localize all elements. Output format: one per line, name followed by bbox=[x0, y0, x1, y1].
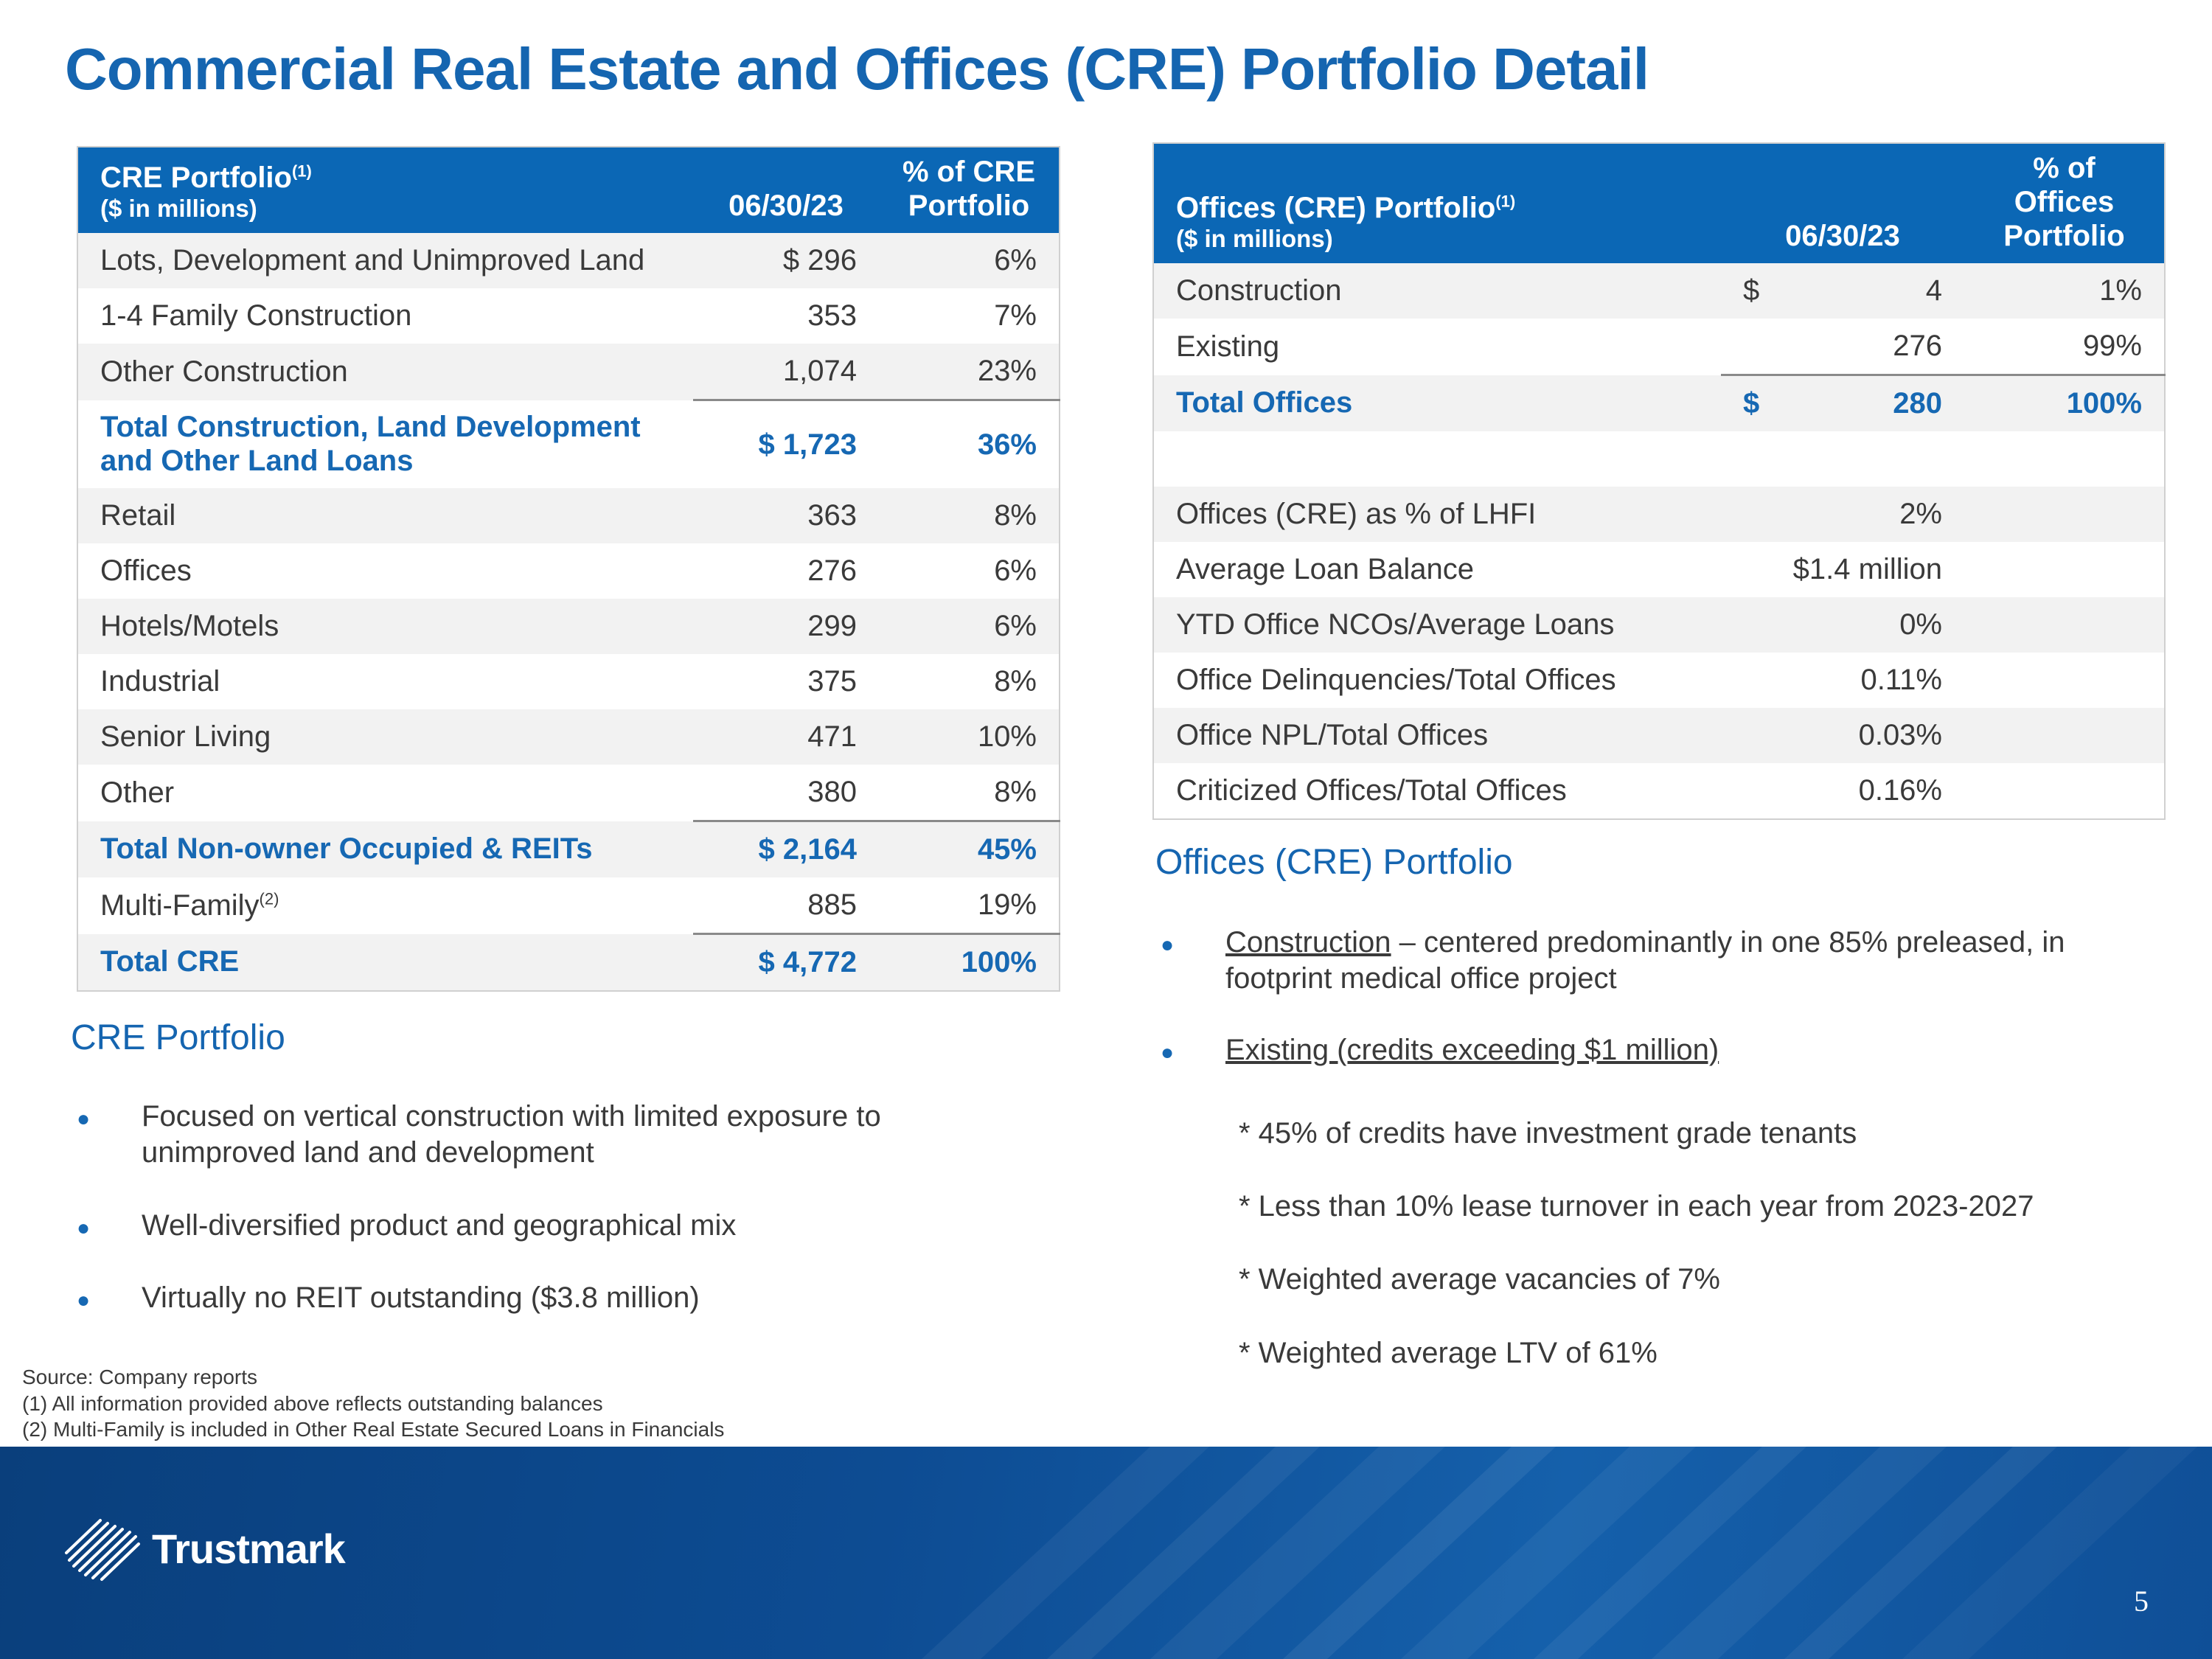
offices-header-date: 06/30/23 bbox=[1721, 143, 1964, 263]
table-row-total: Total CRE $ 4,772 100% bbox=[77, 933, 1060, 991]
list-item: ● Existing (credits exceeding $1 million) bbox=[1161, 1033, 1719, 1066]
page-number: 5 bbox=[2134, 1585, 2149, 1618]
cre-header-portfolio: CRE Portfolio(1) ($ in millions) bbox=[77, 147, 693, 233]
table-row: Lots, Development and Unimproved Land $ … bbox=[77, 233, 1060, 288]
table-row: Average Loan Balance $1.4 million bbox=[1153, 542, 2165, 597]
page-title: Commercial Real Estate and Offices (CRE)… bbox=[65, 36, 1649, 102]
offices-portfolio-heading: Offices (CRE) Portfolio bbox=[1155, 843, 1513, 882]
table-row: Office Delinquencies/Total Offices 0.11% bbox=[1153, 653, 2165, 708]
table-row-total: Total Offices $280 100% bbox=[1153, 374, 2165, 431]
footer-band: Trustmark bbox=[0, 1447, 2212, 1659]
table-row: Hotels/Motels 299 6% bbox=[77, 599, 1060, 654]
table-row: Industrial 375 8% bbox=[77, 654, 1060, 709]
table-row: Other 380 8% bbox=[77, 765, 1060, 821]
cre-header-date: 06/30/23 bbox=[693, 147, 879, 233]
table-row: Retail 363 8% bbox=[77, 488, 1060, 543]
offices-header-pct: % of Offices Portfolio bbox=[1964, 143, 2165, 263]
cre-portfolio-bullets: ● Focused on vertical construction with l… bbox=[77, 1099, 990, 1316]
offices-portfolio-table: Offices (CRE) Portfolio(1) ($ in million… bbox=[1152, 142, 2166, 820]
table-row: Criticized Offices/Total Offices 0.16% bbox=[1153, 763, 2165, 819]
brand-name: Trustmark bbox=[152, 1525, 346, 1572]
footnote-2: (2) Multi-Family is included in Other Re… bbox=[22, 1418, 725, 1441]
table-row: 1-4 Family Construction 353 7% bbox=[77, 288, 1060, 344]
sub-point: * 45% of credits have investment grade t… bbox=[1239, 1117, 1857, 1150]
list-item: ● Well-diversified product and geographic… bbox=[77, 1208, 737, 1242]
decorative-stripes bbox=[922, 1447, 2197, 1659]
cre-header-pct: % of CRE Portfolio bbox=[879, 147, 1060, 233]
sub-point: * Weighted average vacancies of 7% bbox=[1239, 1263, 1720, 1295]
bullet-icon: ● bbox=[77, 1288, 91, 1313]
bullet-icon: ● bbox=[77, 1107, 91, 1131]
sub-point: * Weighted average LTV of 61% bbox=[1239, 1337, 1658, 1369]
bullet-icon: ● bbox=[1161, 1040, 1175, 1065]
cre-portfolio-heading: CRE Portfolio bbox=[71, 1018, 285, 1057]
list-item: ● Virtually no REIT outstanding ($3.8 mil… bbox=[77, 1281, 700, 1315]
list-item: ● Focused on vertical construction with l… bbox=[77, 1100, 881, 1169]
table-row: Construction $4 1% bbox=[1153, 263, 2165, 319]
footnote-1: (1) All information provided above refle… bbox=[22, 1392, 603, 1415]
table-row-spacer bbox=[1153, 431, 2165, 487]
sub-point: * Less than 10% lease turnover in each y… bbox=[1239, 1190, 2034, 1222]
trustmark-logo: Trustmark bbox=[62, 1514, 346, 1582]
table-row: Offices 276 6% bbox=[77, 543, 1060, 599]
bullet-icon: ● bbox=[77, 1215, 91, 1240]
trustmark-logo-icon bbox=[65, 1519, 140, 1581]
table-row: Other Construction 1,074 23% bbox=[77, 344, 1060, 400]
table-row: Office NPL/Total Offices 0.03% bbox=[1153, 708, 2165, 763]
table-row: Offices (CRE) as % of LHFI 2% bbox=[1153, 487, 2165, 542]
table-row: Senior Living 471 10% bbox=[77, 709, 1060, 765]
footnote-source: Source: Company reports bbox=[22, 1366, 258, 1388]
table-row-total: Total Construction, Land Development and… bbox=[77, 399, 1060, 488]
list-item: ● Construction – centered predominantly i… bbox=[1161, 926, 2065, 995]
table-row: Existing 276 99% bbox=[1153, 319, 2165, 375]
table-row: YTD Office NCOs/Average Loans 0% bbox=[1153, 597, 2165, 653]
table-row-total: Total Non-owner Occupied & REITs $ 2,164… bbox=[77, 820, 1060, 877]
bullet-icon: ● bbox=[1161, 933, 1175, 957]
offices-header-portfolio: Offices (CRE) Portfolio(1) ($ in million… bbox=[1153, 143, 1721, 263]
offices-portfolio-bullets: ● Construction – centered predominantly i… bbox=[1161, 925, 2140, 1068]
cre-portfolio-table: CRE Portfolio(1) ($ in millions) 06/30/2… bbox=[77, 146, 1060, 992]
table-row: Multi-Family(2) 885 19% bbox=[77, 877, 1060, 934]
